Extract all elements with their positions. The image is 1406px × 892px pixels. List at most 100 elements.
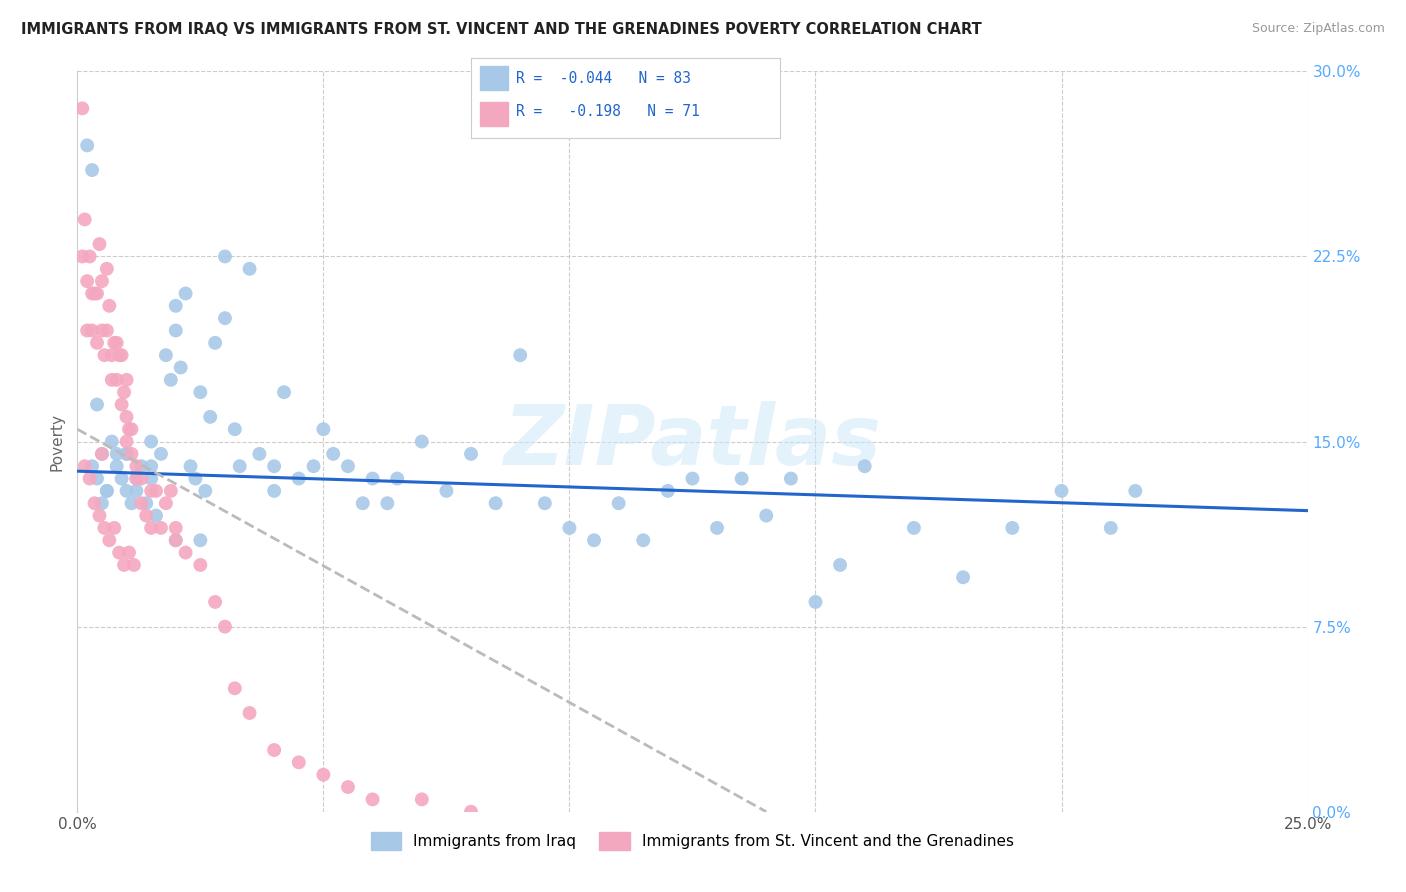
Point — [98, 299, 121, 313]
Point — [145, 508, 167, 523]
Point — [361, 471, 384, 485]
Point — [583, 533, 606, 548]
Text: ZIPatlas: ZIPatlas — [503, 401, 882, 482]
Point — [111, 348, 132, 362]
Point — [90, 447, 114, 461]
Point — [129, 471, 153, 485]
Point — [150, 521, 173, 535]
Point — [121, 422, 143, 436]
Point — [165, 324, 187, 338]
Point — [112, 558, 135, 572]
Point — [115, 409, 138, 424]
Point — [263, 459, 285, 474]
Point — [103, 335, 125, 350]
Point — [312, 422, 335, 436]
Point — [89, 237, 111, 252]
Point — [129, 496, 153, 510]
Point — [1001, 521, 1024, 535]
Point — [135, 496, 157, 510]
Point — [224, 681, 246, 696]
Point — [239, 706, 262, 720]
Point — [115, 447, 138, 461]
Point — [150, 447, 173, 461]
Point — [165, 521, 187, 535]
Point — [780, 471, 803, 485]
Point — [165, 533, 187, 548]
Point — [706, 521, 728, 535]
Point — [96, 483, 118, 498]
Point — [903, 521, 925, 535]
Point — [188, 558, 212, 572]
Point — [155, 348, 177, 362]
Point — [322, 447, 344, 461]
Point — [180, 459, 202, 474]
Point — [101, 373, 124, 387]
Point — [682, 471, 704, 485]
Point — [411, 792, 433, 806]
Point — [174, 286, 197, 301]
Point — [534, 496, 557, 510]
Point — [204, 595, 226, 609]
Point — [125, 459, 148, 474]
Point — [82, 163, 104, 178]
Point — [558, 521, 581, 535]
Point — [73, 212, 96, 227]
Point — [460, 805, 482, 819]
Point — [361, 792, 384, 806]
Point — [82, 459, 104, 474]
Point — [105, 373, 128, 387]
Point — [115, 373, 138, 387]
Point — [118, 422, 141, 436]
Point — [1099, 521, 1122, 535]
Point — [122, 558, 145, 572]
Point — [239, 261, 262, 276]
Point — [93, 348, 115, 362]
Point — [79, 471, 101, 485]
Point — [115, 434, 138, 449]
Text: R =  -0.044   N = 83: R = -0.044 N = 83 — [516, 70, 690, 86]
Point — [96, 324, 118, 338]
Point — [160, 373, 183, 387]
Point — [830, 558, 852, 572]
Point — [96, 483, 118, 498]
Point — [141, 459, 163, 474]
Point — [263, 483, 285, 498]
Point — [657, 483, 679, 498]
Point — [352, 496, 374, 510]
Point — [141, 434, 163, 449]
Point — [377, 496, 399, 510]
Point — [98, 533, 121, 548]
Point — [105, 447, 128, 461]
Point — [70, 250, 93, 264]
Point — [76, 138, 98, 153]
Point — [249, 447, 271, 461]
Point — [1125, 483, 1147, 498]
Point — [141, 483, 163, 498]
Point — [118, 545, 141, 560]
Point — [90, 324, 114, 338]
Point — [485, 496, 508, 510]
Point — [90, 447, 114, 461]
Point — [96, 261, 118, 276]
Text: R =   -0.198   N = 71: R = -0.198 N = 71 — [516, 104, 700, 120]
Point — [509, 348, 531, 362]
Point — [312, 767, 335, 781]
Point — [200, 409, 222, 424]
Point — [170, 360, 193, 375]
Point — [141, 471, 163, 485]
Text: IMMIGRANTS FROM IRAQ VS IMMIGRANTS FROM ST. VINCENT AND THE GRENADINES POVERTY C: IMMIGRANTS FROM IRAQ VS IMMIGRANTS FROM … — [21, 22, 981, 37]
Point — [804, 595, 827, 609]
Point — [214, 250, 236, 264]
Point — [204, 335, 226, 350]
Point — [224, 422, 246, 436]
Point — [288, 471, 311, 485]
Bar — [481, 103, 508, 126]
Point — [125, 471, 148, 485]
Text: Source: ZipAtlas.com: Source: ZipAtlas.com — [1251, 22, 1385, 36]
Point — [82, 286, 104, 301]
Point — [89, 508, 111, 523]
Point — [76, 274, 98, 288]
Point — [214, 311, 236, 326]
Point — [135, 508, 157, 523]
Point — [86, 398, 108, 412]
